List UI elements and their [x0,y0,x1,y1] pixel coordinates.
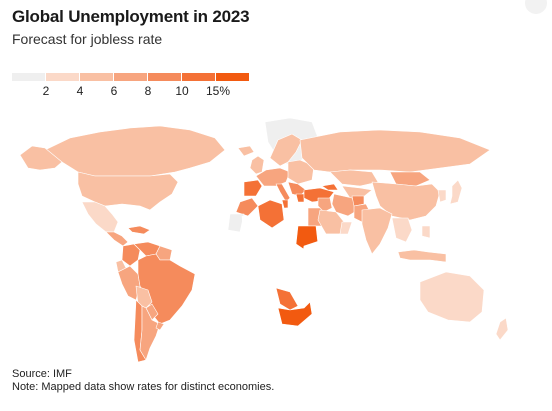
country-tunisia [281,199,289,209]
country-bolivia [135,285,153,309]
legend-swatch [148,73,181,81]
country-canada [44,125,226,177]
country-west-sahara [227,213,245,233]
legend-tick-label: 15% [205,84,231,98]
world-map [19,117,509,363]
country-south-africa [277,301,313,327]
country-japan [449,179,463,205]
legend-swatch [216,73,249,81]
country-united-states [77,171,179,211]
country-kazakhstan [329,169,379,187]
country-iberia [243,179,263,197]
country-afghanistan [351,195,365,207]
country-greece [295,193,305,203]
country-italy [275,183,291,203]
legend-swatch [182,73,215,81]
legend-tick-label: 10 [175,84,189,98]
legend-labels: 2 4 6 8 10 15% [12,81,250,98]
country-uk-ireland [249,155,265,175]
country-east-africa [299,239,337,279]
country-indonesia [397,249,447,263]
country-india [361,207,393,255]
country-uruguay [155,321,165,331]
country-oman [339,221,353,235]
country-botswana-namibia [275,287,299,311]
country-caribbean [127,225,151,235]
country-central-america [105,231,129,247]
legend-swatch [12,73,45,81]
country-alaska [19,145,63,171]
country-scandinavia [269,133,303,167]
country-yemen [325,233,341,241]
country-mexico [81,201,119,233]
color-legend: 2 4 6 8 10 15% [12,73,250,98]
country-russia [299,129,491,173]
country-papua [455,255,473,267]
legend-tick-label: 2 [42,84,50,98]
source-note: Source: IMF [12,368,72,380]
country-china [371,181,441,221]
legend-tick-label: 6 [110,84,118,98]
corner-decoration [525,0,547,14]
chart-subtitle: Forecast for jobless rate [12,31,163,47]
country-korea [437,189,447,203]
country-morocco [235,197,259,217]
country-central-asia [341,185,373,199]
country-philippines [421,225,431,239]
country-mongolia [389,171,431,187]
country-argentina [139,305,161,361]
country-eastern-europe [287,159,315,185]
country-madagascar [325,285,335,311]
legend-swatch [114,73,147,81]
country-southeast-asia [391,217,413,243]
footnote: Note: Mapped data show rates for distinc… [12,381,275,393]
legend-color-bar [12,73,250,81]
legend-tick-label: 8 [144,84,152,98]
country-balkans [287,181,307,197]
country-middle-east [317,197,333,213]
country-iceland [237,145,255,157]
chart-title: Global Unemployment in 2023 [12,7,250,26]
legend-swatch [80,73,113,81]
country-new-zealand [495,317,509,341]
legend-swatch [46,73,79,81]
legend-tick-label: 4 [76,84,84,98]
country-iran [331,193,359,217]
country-caucasus [321,183,339,191]
country-central-africa [271,247,305,283]
country-australia [419,271,485,323]
